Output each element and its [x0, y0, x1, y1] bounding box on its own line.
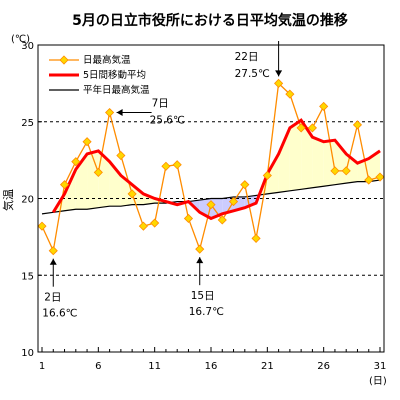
- data-point: [375, 172, 385, 182]
- data-point: [71, 157, 81, 167]
- data-point: [127, 189, 137, 199]
- data-point: [82, 137, 92, 147]
- y-tick-label: 25: [21, 118, 34, 129]
- data-point: [364, 175, 374, 185]
- x-tick-label: 31: [374, 361, 387, 372]
- data-point: [217, 215, 227, 225]
- x-tick-label: 21: [261, 361, 274, 372]
- fill-segment: [368, 150, 380, 182]
- annotation-day: 2日: [44, 292, 61, 304]
- fill-segment: [312, 137, 324, 188]
- annotation-arrowhead: [275, 70, 283, 77]
- fill-segment: [278, 127, 290, 193]
- legend-label: 日最高気温: [83, 54, 131, 66]
- annotation-temp: 16.6℃: [42, 308, 77, 320]
- y-tick-label: 20: [21, 195, 34, 206]
- data-point: [195, 244, 205, 254]
- data-point: [262, 170, 272, 181]
- legend-marker-daily-max: [59, 55, 69, 65]
- y-tick-label: 15: [21, 271, 34, 282]
- fill-segment: [64, 169, 76, 211]
- data-point: [150, 218, 160, 228]
- data-point: [341, 166, 351, 176]
- x-tick-label: 6: [95, 361, 101, 372]
- data-point: [352, 120, 363, 130]
- annotation-temp: 27.5℃: [235, 68, 270, 80]
- fill-segment: [87, 150, 99, 210]
- series-line-normal: [41, 179, 381, 215]
- data-point: [285, 89, 295, 99]
- fill-segment: [301, 120, 313, 190]
- fill-segment: [289, 120, 302, 191]
- x-tick-label: 11: [148, 361, 161, 372]
- fill-segment: [267, 153, 279, 194]
- data-point: [251, 233, 261, 243]
- y-unit-label: (℃): [11, 34, 30, 45]
- data-point: [59, 180, 70, 190]
- y-tick-label: 30: [21, 41, 34, 52]
- data-point: [330, 166, 340, 176]
- chart-title: 5月の日立市役所における日平均気温の推移: [72, 12, 348, 29]
- annotation-day: 22日: [235, 51, 259, 63]
- annotation-temp: 25.6℃: [150, 115, 185, 127]
- data-point: [307, 123, 317, 133]
- x-tick-label: 16: [205, 361, 218, 372]
- data-point: [183, 213, 194, 224]
- fill-segment: [132, 184, 144, 205]
- data-point: [240, 180, 250, 190]
- series-line-moving-average: [51, 118, 381, 221]
- data-point: [228, 197, 239, 207]
- x-tick-label: 1: [39, 361, 45, 372]
- data-point: [93, 167, 103, 177]
- data-point: [274, 78, 284, 88]
- annotation-day: 7日: [152, 98, 169, 110]
- data-point: [138, 221, 148, 231]
- annotation-temp: 16.7℃: [189, 306, 224, 318]
- data-point: [105, 107, 115, 118]
- data-point: [161, 161, 171, 171]
- series-markers: [37, 78, 385, 256]
- x-tick-label: 26: [317, 361, 330, 372]
- legend-label: 5日間移動平均: [83, 69, 146, 81]
- data-point: [37, 221, 47, 231]
- annotation-arrowhead: [116, 109, 123, 117]
- x-unit-label: (日): [369, 376, 387, 387]
- data-point: [319, 101, 329, 111]
- data-point: [172, 160, 182, 170]
- annotation-arrowhead: [49, 258, 57, 265]
- data-point: [116, 150, 126, 161]
- annotations: 7日 25.6℃ 22日 27.5℃ 2日 16.6℃ 15日 16.7℃: [42, 41, 283, 320]
- legend-label: 平年日最高気温: [83, 84, 150, 96]
- y-axis-label: 気温: [1, 189, 15, 211]
- data-point: [296, 123, 306, 133]
- data-point: [206, 200, 216, 210]
- data-point: [48, 246, 58, 256]
- fill-segment: [98, 150, 110, 208]
- y-tick-label: 10: [21, 348, 34, 359]
- annotation-day: 15日: [191, 290, 215, 302]
- annotation-arrowhead: [196, 257, 204, 264]
